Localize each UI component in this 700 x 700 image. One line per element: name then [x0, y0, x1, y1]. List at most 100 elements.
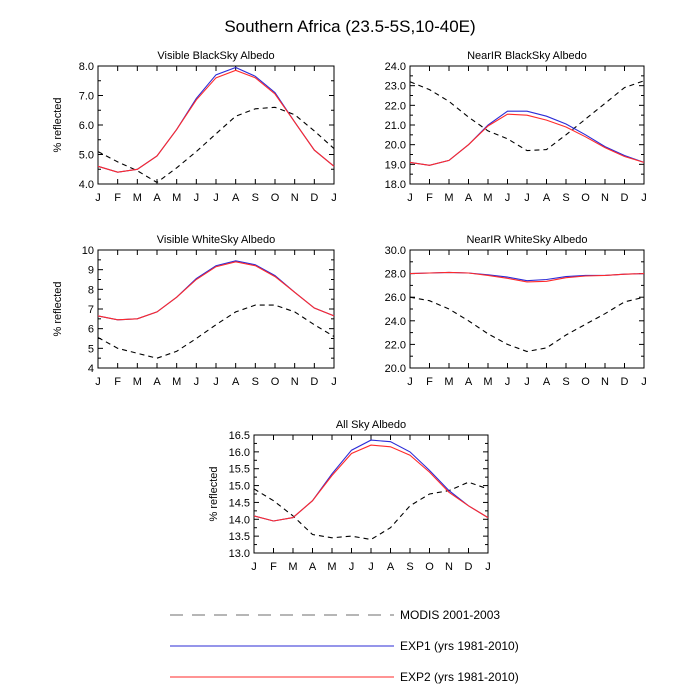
- y-tick-label: 6: [88, 324, 94, 336]
- y-axis-label: % reflected: [52, 97, 64, 152]
- x-tick-label: J: [95, 192, 101, 204]
- panel-title: Visible WhiteSky Albedo: [157, 234, 275, 246]
- y-tick-label: 8.0: [79, 61, 94, 73]
- x-tick-label: S: [562, 192, 569, 204]
- x-tick-label: S: [252, 376, 259, 388]
- legend: MODIS 2001-2003 EXP1 (yrs 1981-2010) EXP2 …: [170, 608, 519, 684]
- x-tick-label: J: [251, 561, 257, 573]
- series-line-exp2: [97, 69, 335, 173]
- x-tick-label: J: [213, 192, 219, 204]
- panel-title: All Sky Albedo: [336, 419, 406, 431]
- x-tick-label: J: [407, 192, 413, 204]
- y-tick-label: 14.5: [229, 497, 250, 509]
- x-tick-label: O: [425, 561, 434, 573]
- y-tick-label: 24.0: [385, 316, 406, 328]
- x-tick-label: J: [407, 376, 413, 388]
- x-tick-label: A: [387, 561, 395, 573]
- x-tick-label: A: [543, 376, 551, 388]
- panel-title: NearIR WhiteSky Albedo: [466, 234, 587, 246]
- y-tick-label: 13.0: [229, 548, 250, 560]
- series-line-modis: [409, 80, 645, 152]
- y-tick-label: 18.0: [385, 179, 406, 191]
- y-tick-label: 7: [88, 304, 94, 316]
- y-tick-label: 21.0: [385, 120, 406, 132]
- x-tick-label: A: [309, 561, 317, 573]
- y-tick-label: 24.0: [385, 61, 406, 73]
- y-tick-label: 28.0: [385, 269, 406, 281]
- x-tick-label: J: [95, 376, 101, 388]
- x-tick-label: M: [444, 376, 453, 388]
- y-tick-label: 4: [88, 363, 94, 375]
- x-tick-label: A: [153, 376, 161, 388]
- x-tick-label: D: [621, 376, 629, 388]
- legend-label-modis: MODIS 2001-2003: [400, 608, 500, 622]
- series-line-exp2: [409, 271, 645, 283]
- x-tick-label: M: [327, 561, 336, 573]
- y-tick-label: 20.0: [385, 140, 406, 152]
- plot-frame: [409, 65, 645, 185]
- series-line-modis: [253, 481, 489, 541]
- x-tick-label: M: [133, 192, 142, 204]
- y-tick-label: 7.0: [79, 91, 94, 103]
- x-tick-label: A: [465, 376, 473, 388]
- x-tick-label: S: [252, 192, 259, 204]
- x-tick-label: J: [213, 376, 219, 388]
- series-line-exp1: [409, 110, 645, 166]
- x-tick-label: A: [232, 376, 240, 388]
- x-tick-label: J: [485, 561, 491, 573]
- y-tick-label: 19.0: [385, 159, 406, 171]
- plot-frame: [97, 249, 335, 369]
- plot-frame: [97, 65, 335, 185]
- legend-label-exp1: EXP1 (yrs 1981-2010): [400, 639, 519, 653]
- y-tick-label: 6.0: [79, 120, 94, 132]
- x-tick-label: J: [368, 561, 374, 573]
- series-line-exp2: [97, 261, 335, 321]
- series-line-exp2: [253, 444, 489, 522]
- y-tick-label: 22.0: [385, 100, 406, 112]
- x-tick-label: J: [194, 192, 200, 204]
- x-tick-label: S: [406, 561, 413, 573]
- x-tick-label: M: [172, 376, 181, 388]
- x-tick-label: M: [483, 192, 492, 204]
- x-tick-label: N: [601, 376, 609, 388]
- panel-title: Visible BlackSky Albedo: [157, 50, 274, 62]
- x-tick-label: A: [232, 192, 240, 204]
- y-tick-label: 5: [88, 343, 94, 355]
- y-tick-label: 4.0: [79, 179, 94, 191]
- x-tick-label: D: [310, 192, 318, 204]
- series-line-modis: [409, 296, 645, 353]
- x-tick-label: M: [288, 561, 297, 573]
- series-line-modis: [97, 304, 335, 359]
- y-tick-label: 30.0: [385, 245, 406, 257]
- x-tick-label: J: [641, 192, 647, 204]
- x-tick-label: J: [505, 376, 511, 388]
- legend-label-exp2: EXP2 (yrs 1981-2010): [400, 670, 519, 684]
- x-tick-label: O: [581, 376, 590, 388]
- series-line-exp1: [97, 66, 335, 173]
- y-tick-label: 13.5: [229, 531, 250, 543]
- x-tick-label: D: [310, 376, 318, 388]
- x-tick-label: M: [483, 376, 492, 388]
- x-tick-label: N: [601, 192, 609, 204]
- x-tick-label: F: [114, 192, 121, 204]
- x-tick-label: J: [194, 376, 200, 388]
- y-tick-label: 10: [82, 245, 94, 257]
- y-tick-label: 5.0: [79, 150, 94, 162]
- series-line-exp1: [409, 271, 645, 282]
- x-tick-label: F: [426, 192, 433, 204]
- y-tick-label: 23.0: [385, 81, 406, 93]
- x-tick-label: J: [524, 192, 530, 204]
- x-tick-label: N: [291, 192, 299, 204]
- x-tick-label: D: [465, 561, 473, 573]
- y-tick-label: 15.0: [229, 481, 250, 493]
- x-tick-label: M: [444, 192, 453, 204]
- x-tick-label: J: [641, 376, 647, 388]
- x-tick-label: N: [291, 376, 299, 388]
- x-tick-label: S: [562, 376, 569, 388]
- x-tick-label: M: [133, 376, 142, 388]
- y-tick-label: 8: [88, 284, 94, 296]
- y-tick-label: 15.5: [229, 464, 250, 476]
